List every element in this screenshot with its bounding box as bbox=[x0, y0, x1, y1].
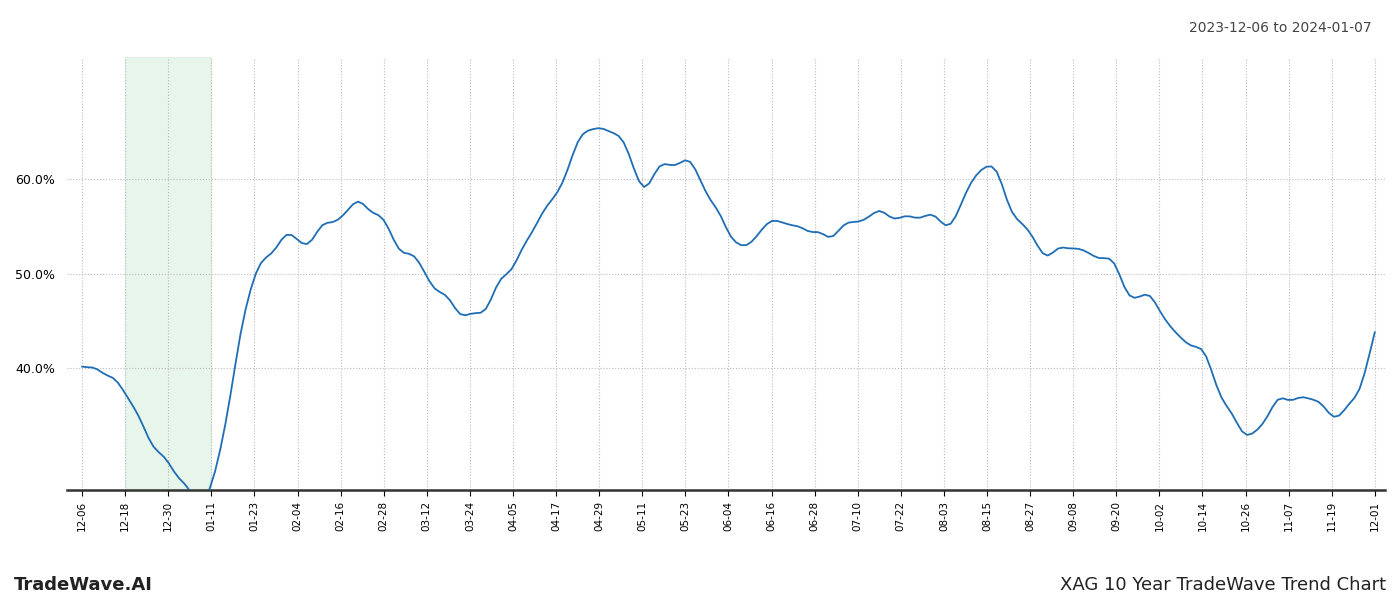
Text: XAG 10 Year TradeWave Trend Chart: XAG 10 Year TradeWave Trend Chart bbox=[1060, 576, 1386, 594]
Text: 2023-12-06 to 2024-01-07: 2023-12-06 to 2024-01-07 bbox=[1190, 21, 1372, 35]
Bar bbox=[125, 57, 211, 490]
Text: TradeWave.AI: TradeWave.AI bbox=[14, 576, 153, 594]
